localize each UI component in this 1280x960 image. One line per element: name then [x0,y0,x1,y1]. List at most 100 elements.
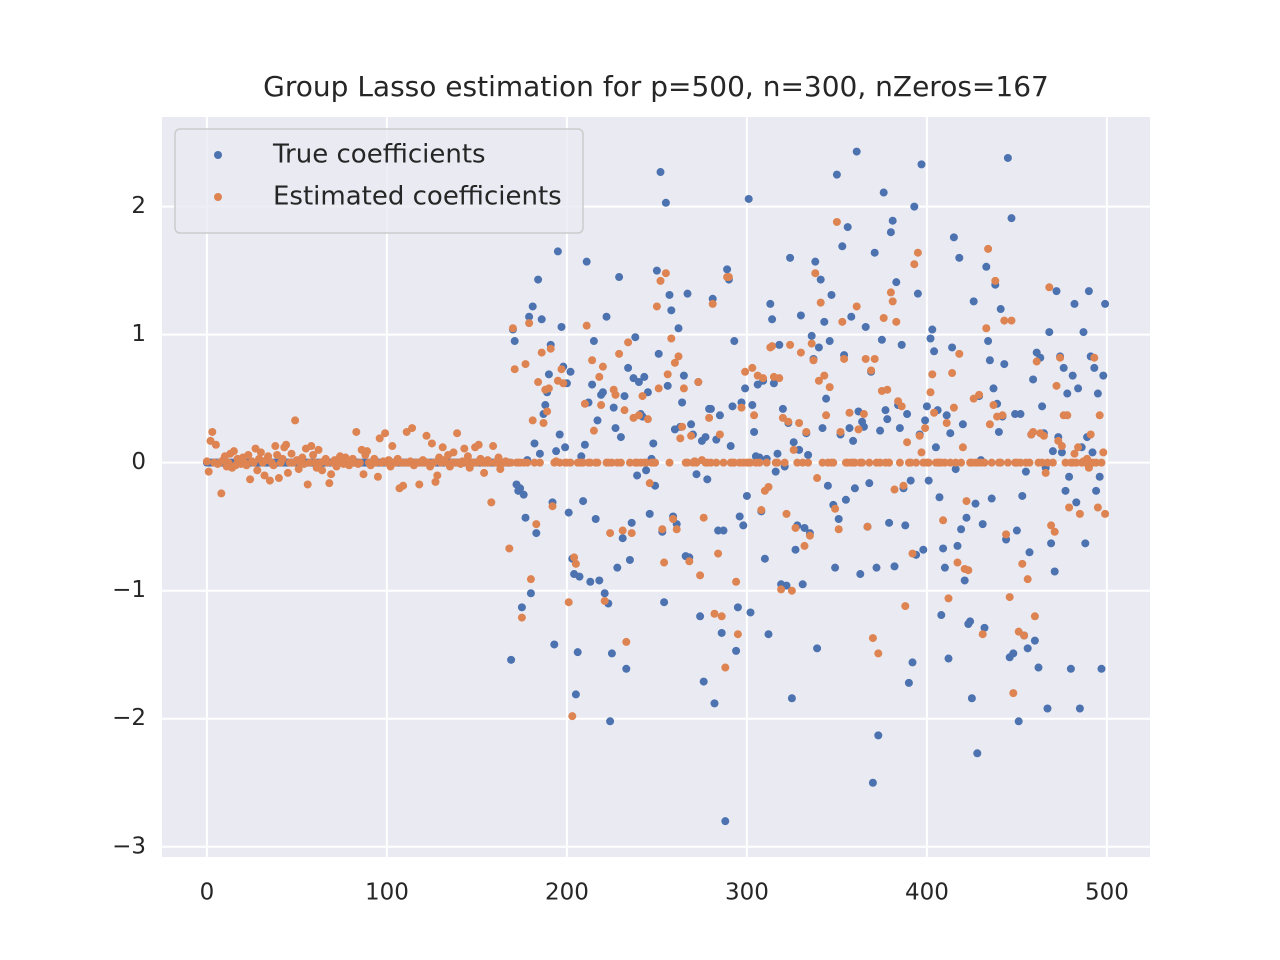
point [732,646,741,655]
point [784,417,793,426]
point [1023,644,1032,653]
point [510,365,519,374]
point [528,302,537,311]
point [1029,427,1038,436]
point [897,340,906,349]
point [433,471,442,480]
point [872,563,881,572]
point [544,384,553,393]
point [804,458,813,467]
point [561,443,570,452]
point [294,465,303,474]
point [566,367,575,376]
point [631,333,640,342]
point [618,534,627,543]
point [618,526,627,535]
y-tick-label: −1 [112,577,146,603]
point [703,475,712,484]
point [616,433,625,442]
point [881,406,890,415]
point [229,447,238,456]
point [656,276,665,285]
point [1095,411,1104,420]
point [627,518,636,527]
legend-label: True coefficients [272,140,486,170]
point [850,484,859,493]
point [1072,498,1081,507]
point [829,458,838,467]
point [865,458,874,467]
point [606,717,615,726]
point [960,576,969,585]
point [463,452,472,461]
point [841,495,850,504]
point [1070,449,1079,458]
point [557,322,566,331]
point [1079,328,1088,337]
point [1009,649,1018,658]
point [908,658,917,667]
point [908,549,917,558]
point [832,217,841,226]
point [721,817,730,826]
point [1045,328,1054,337]
point [879,188,888,197]
point [926,334,935,343]
point [1014,717,1023,726]
point [1061,486,1070,495]
point [876,426,885,435]
point [820,371,829,380]
y-tick-label: 0 [131,449,146,475]
point [537,315,546,324]
point [399,481,408,490]
point [786,340,795,349]
point [924,476,933,485]
point [840,354,849,363]
point [537,348,546,357]
point [825,337,834,346]
point [822,411,831,420]
point [996,305,1005,314]
point [658,525,667,534]
y-tick-label: 1 [131,321,146,347]
point [750,427,759,436]
point [274,474,283,483]
legend-marker [214,193,222,201]
point [645,479,654,488]
point [600,596,609,605]
point [667,334,676,343]
point [244,450,253,459]
point [260,471,269,480]
point [1025,548,1034,557]
point [535,449,544,458]
point [1101,299,1110,308]
x-tick-label: 100 [365,880,409,906]
point [663,381,672,390]
point [674,324,683,333]
point [1097,458,1106,467]
point [525,319,534,328]
point [564,508,573,517]
point [528,416,537,425]
point [1093,503,1102,512]
point [676,434,685,443]
point [719,526,728,535]
point [557,365,566,374]
point [523,458,532,467]
point [798,580,807,589]
y-tick-label: −3 [112,833,146,859]
point [777,585,786,594]
point [710,609,719,618]
point [208,427,217,436]
point [1012,526,1021,535]
point [746,608,755,617]
point [593,458,602,467]
point [951,465,960,474]
point [791,523,800,532]
point [1048,458,1057,467]
point [971,499,980,508]
point [845,408,854,417]
point [577,452,586,461]
point [741,367,750,376]
point [674,352,683,361]
